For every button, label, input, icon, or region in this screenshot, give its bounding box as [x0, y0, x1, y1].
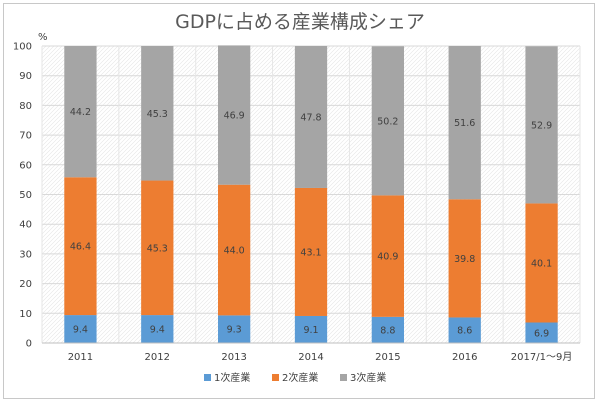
bar-segment	[371, 46, 404, 196]
legend-entry: 3次産業	[350, 371, 386, 384]
data-label: 50.2	[377, 116, 398, 127]
chart-title: GDPに占める産業構成シェア	[175, 11, 425, 33]
y-tick-label: 80	[19, 101, 32, 112]
y-tick-label: 100	[13, 42, 32, 53]
x-tick-label: 2015	[375, 352, 400, 363]
y-unit-label: %	[38, 32, 48, 43]
data-label: 46.9	[224, 111, 245, 122]
data-label: 9.4	[150, 325, 165, 336]
data-label: 52.9	[531, 120, 552, 131]
bar-segment	[218, 45, 251, 185]
y-tick-label: 20	[19, 279, 32, 290]
data-label: 44.2	[70, 107, 91, 118]
bar-segment	[294, 187, 328, 316]
data-label: 39.8	[454, 254, 475, 265]
bar-segment	[448, 46, 481, 200]
y-tick-label: 60	[19, 160, 32, 171]
bar-segment	[525, 46, 558, 204]
bar-segment	[64, 177, 97, 316]
bar-segment	[294, 315, 328, 343]
data-label: 40.9	[377, 252, 398, 263]
legend: 1次産業 2次産業 3次産業	[204, 371, 386, 384]
bar-segment	[141, 180, 174, 316]
data-label: 46.4	[70, 242, 91, 253]
bar-segment	[141, 46, 174, 181]
data-label: 40.1	[531, 258, 552, 269]
y-tick-label: 50	[19, 190, 32, 201]
legend-swatch	[340, 374, 347, 381]
data-label: 51.6	[454, 118, 475, 129]
x-tick-label: 2011	[68, 352, 93, 363]
legend-swatch	[272, 374, 279, 381]
data-label: 44.0	[224, 246, 245, 257]
y-tick-label: 30	[19, 249, 32, 260]
bar-segment	[141, 315, 174, 343]
data-label: 9.4	[73, 325, 88, 336]
x-tick-label: 2013	[221, 352, 246, 363]
y-tick-label: 0	[26, 339, 32, 350]
data-label: 45.3	[147, 109, 168, 120]
bar-segment	[448, 199, 481, 318]
bar-segment	[448, 317, 481, 343]
legend-entry: 2次産業	[282, 371, 318, 384]
y-tick-label: 90	[19, 71, 32, 82]
bar-segment	[371, 316, 404, 343]
x-tick-label: 2017/1～9月	[511, 351, 573, 363]
bar-segment	[64, 46, 97, 178]
data-label: 8.6	[457, 326, 472, 337]
data-label: 9.1	[303, 325, 318, 336]
x-tick-label: 2012	[145, 352, 170, 363]
bar-segment	[371, 195, 404, 317]
bar-segment	[525, 322, 558, 343]
legend-swatch	[204, 374, 211, 381]
data-label: 8.8	[380, 325, 395, 336]
data-label: 45.3	[147, 243, 168, 254]
data-label: 43.1	[300, 247, 321, 258]
plot-area: 0 10 20 30 40 50 60 70 80 90 100 9.4 46.4 44.2 2011 9.4…	[13, 42, 581, 363]
bar-segment	[294, 46, 328, 188]
data-label: 6.9	[534, 328, 549, 339]
data-label: 47.8	[300, 112, 321, 123]
y-tick-label: 40	[19, 220, 32, 231]
bar-segment	[525, 203, 558, 323]
x-tick-label: 2014	[298, 352, 323, 363]
bar-segment	[218, 315, 251, 343]
bar-segment	[64, 315, 97, 343]
y-tick-label: 70	[19, 131, 32, 142]
data-label: 9.3	[227, 325, 242, 336]
bar-segment	[218, 184, 251, 316]
x-tick-label: 2016	[452, 352, 477, 363]
legend-entry: 1次産業	[214, 371, 250, 384]
y-tick-label: 10	[19, 309, 32, 320]
